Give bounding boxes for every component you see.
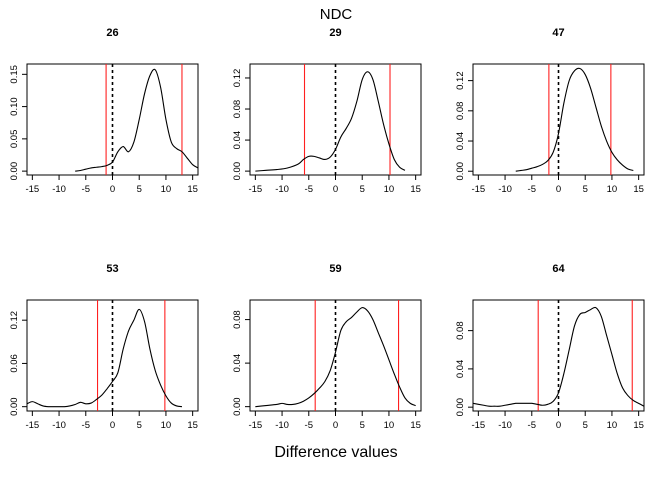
x-tick-label: 0 xyxy=(110,184,115,195)
panel-title: 29 xyxy=(329,27,341,39)
x-tick-label: -5 xyxy=(528,420,536,431)
x-tick-label: 5 xyxy=(137,420,142,431)
x-tick-label: 15 xyxy=(410,184,421,195)
x-tick-label: 5 xyxy=(137,184,142,195)
x-tick-label: 10 xyxy=(161,184,172,195)
x-tick-label: -5 xyxy=(528,184,536,195)
x-tick-label: 15 xyxy=(187,184,198,195)
y-tick-label: 0.05 xyxy=(9,130,20,149)
y-tick-label: 0.00 xyxy=(232,162,243,181)
x-tick-label: 15 xyxy=(410,420,421,431)
density-curve xyxy=(27,308,183,408)
x-tick-label: -15 xyxy=(25,184,39,195)
x-tick-label: 5 xyxy=(583,184,588,195)
x-tick-label: 0 xyxy=(556,184,561,195)
x-tick-label: 10 xyxy=(607,420,618,431)
y-tick-label: 0.00 xyxy=(232,397,243,416)
y-tick-label: 0.08 xyxy=(455,102,466,121)
x-tick-label: 15 xyxy=(187,420,198,431)
y-tick-label: 0.10 xyxy=(9,97,20,116)
density-curve xyxy=(75,68,198,172)
panel-53: 53 -15 -10 -5 0 5 10 15 0.00 0.06 0.12 xyxy=(9,263,199,431)
y-tick-label: 0.00 xyxy=(9,162,20,181)
panel-title: 53 xyxy=(106,263,118,275)
x-tick-label: -10 xyxy=(52,184,66,195)
panel-grid: 26 -15 -10 -5 0 5 10 15 0.00 0.05 0.10 0.15 29 -15 -10… xyxy=(9,27,645,431)
x-tick-label: -15 xyxy=(25,420,39,431)
x-tick-label: -15 xyxy=(471,420,485,431)
density-curve xyxy=(473,306,644,407)
y-tick-label: 0.00 xyxy=(455,398,466,417)
x-tick-label: -10 xyxy=(498,184,512,195)
x-tick-label: -15 xyxy=(471,184,485,195)
density-curve xyxy=(515,67,634,172)
x-tick-label: 0 xyxy=(333,184,338,195)
x-tick-label: 10 xyxy=(384,420,395,431)
y-tick-label: 0.00 xyxy=(9,397,20,416)
x-tick-label: 5 xyxy=(360,184,365,195)
x-tick-label: 10 xyxy=(607,184,618,195)
x-tick-label: -15 xyxy=(248,184,262,195)
panel-29: 29 -15 -10 -5 0 5 10 15 0.00 0.04 0.08 0.12 xyxy=(232,27,422,195)
x-tick-label: 0 xyxy=(333,420,338,431)
panel-26: 26 -15 -10 -5 0 5 10 15 0.00 0.05 0.10 0.15 xyxy=(9,27,199,195)
y-tick-label: 0.12 xyxy=(455,71,466,90)
x-tick-label: 5 xyxy=(360,420,365,431)
figure-title: NDC xyxy=(320,6,353,23)
x-tick-label: -10 xyxy=(275,420,289,431)
x-tick-label: -10 xyxy=(498,420,512,431)
x-tick-label: 0 xyxy=(110,420,115,431)
y-tick-label: 0.04 xyxy=(455,132,466,151)
y-tick-label: 0.12 xyxy=(232,69,243,88)
x-tick-label: 10 xyxy=(384,184,395,195)
x-tick-label: 10 xyxy=(161,420,172,431)
figure-x-axis-label: Difference values xyxy=(274,444,397,461)
x-tick-label: -5 xyxy=(305,184,313,195)
y-tick-label: 0.12 xyxy=(9,311,20,330)
y-tick-label: 0.15 xyxy=(9,65,20,84)
x-tick-label: 0 xyxy=(556,420,561,431)
panel-64: 64 -15 -10 -5 0 5 10 15 0.00 0.04 0.08 xyxy=(455,263,645,431)
y-tick-label: 0.08 xyxy=(232,100,243,119)
x-tick-label: 15 xyxy=(633,184,644,195)
density-curve xyxy=(255,307,416,408)
x-tick-label: -15 xyxy=(248,420,262,431)
panel-title: 64 xyxy=(552,263,565,275)
y-tick-label: 0.08 xyxy=(232,310,243,329)
x-tick-label: 15 xyxy=(633,420,644,431)
y-tick-label: 0.04 xyxy=(232,131,243,150)
panel-title: 26 xyxy=(106,27,118,39)
y-tick-label: 0.04 xyxy=(455,360,466,379)
panel-47: 47 -15 -10 -5 0 5 10 15 0.00 0.04 0.08 0.12 xyxy=(455,27,645,195)
panel-title: 47 xyxy=(552,27,564,39)
y-tick-label: 0.00 xyxy=(455,162,466,181)
x-tick-label: -5 xyxy=(305,420,313,431)
y-tick-label: 0.08 xyxy=(455,321,466,340)
x-tick-label: -10 xyxy=(52,420,66,431)
x-tick-label: 5 xyxy=(583,420,588,431)
panel-59: 59 -15 -10 -5 0 5 10 15 0.00 0.04 0.08 xyxy=(232,263,422,431)
y-tick-label: 0.04 xyxy=(232,354,243,373)
density-curve xyxy=(255,71,406,172)
panel-title: 59 xyxy=(329,263,341,275)
x-tick-label: -5 xyxy=(82,420,90,431)
y-tick-label: 0.06 xyxy=(9,354,20,373)
x-tick-label: -5 xyxy=(82,184,90,195)
x-tick-label: -10 xyxy=(275,184,289,195)
